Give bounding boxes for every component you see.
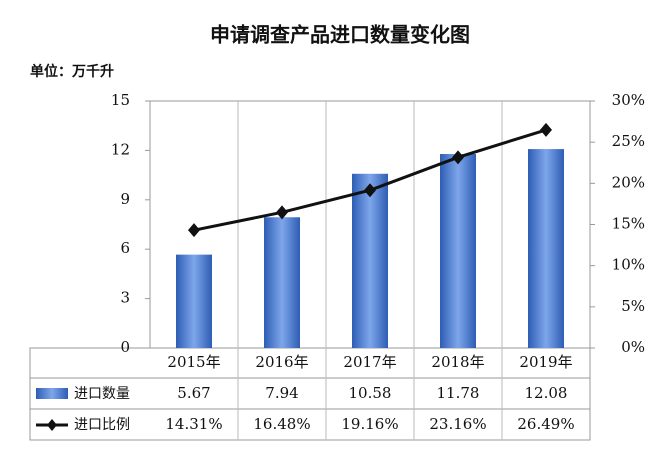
marker	[188, 223, 200, 238]
y2-tick-label: 25%	[612, 132, 645, 150]
x-tick-label: 2015年	[167, 353, 220, 371]
x-tick-label: 2018年	[431, 353, 484, 371]
marker	[364, 183, 376, 198]
marker	[540, 122, 552, 137]
marker	[276, 205, 288, 220]
y-tick-label: 6	[120, 239, 130, 257]
bar	[352, 173, 388, 348]
table-value: 12.08	[525, 384, 568, 402]
y2-tick-label: 10%	[612, 256, 645, 274]
y2-tick-label: 15%	[612, 215, 645, 233]
x-tick-label: 2019年	[519, 353, 572, 371]
y2-tick-label: 5%	[621, 297, 645, 315]
table-frame	[29, 347, 591, 441]
table-ratio: 14.31%	[165, 415, 222, 433]
table-ratio: 23.16%	[429, 415, 486, 433]
bar	[528, 149, 564, 348]
y-tick-label: 0	[120, 338, 130, 356]
x-tick-label: 2016年	[255, 353, 308, 371]
y2-tick-label: 30%	[612, 91, 645, 109]
table-ratio: 19.16%	[341, 415, 398, 433]
legend-label: 进口数量	[74, 386, 130, 402]
legend-swatch	[36, 388, 68, 399]
bar	[176, 254, 212, 348]
x-tick-label: 2017年	[343, 353, 396, 371]
table-value: 7.94	[265, 384, 298, 402]
y-tick-label: 3	[120, 289, 130, 307]
legend-marker	[47, 419, 57, 431]
table-value: 5.67	[177, 384, 210, 402]
table-ratio: 26.49%	[517, 415, 574, 433]
axis-unit: 单位：万千升	[30, 63, 114, 80]
y2-tick-label: 0%	[621, 338, 645, 356]
chart-title: 申请调查产品进口数量变化图	[210, 23, 470, 47]
y-tick-label: 15	[111, 91, 130, 109]
legend-label: 进口比例	[74, 417, 130, 433]
y2-tick-label: 20%	[612, 173, 645, 191]
table-value: 10.58	[349, 384, 392, 402]
bar	[264, 217, 300, 348]
y-tick-label: 12	[111, 140, 130, 158]
table-ratio: 16.48%	[253, 415, 310, 433]
marker	[452, 150, 464, 165]
bar	[440, 154, 476, 348]
table-value: 11.78	[437, 384, 480, 402]
y-tick-label: 9	[120, 190, 130, 208]
